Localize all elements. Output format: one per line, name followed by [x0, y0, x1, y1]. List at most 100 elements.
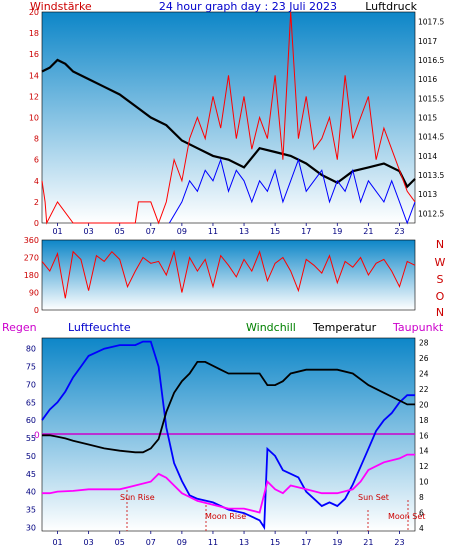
right-tick-label: 1015 [418, 114, 437, 123]
wind-direction-panel [41, 239, 416, 311]
rain-zero-label: 0 [34, 431, 40, 441]
x-tick-label: 01 [52, 227, 62, 236]
compass-n-bottom: N [436, 306, 444, 319]
legend-taupunkt: Taupunkt [392, 321, 444, 334]
left-tick-label: 55 [26, 434, 36, 443]
left-tick-label: 90 [29, 289, 39, 298]
right-tick-label: 6 [419, 508, 424, 517]
left-tick-label: 10 [29, 114, 39, 123]
right-tick-label: 20 [419, 400, 429, 409]
left-tick-label: 8 [34, 135, 39, 144]
right-tick-label: 28 [419, 339, 429, 348]
left-tick-label: 18 [29, 29, 39, 38]
x-tick-label: 07 [146, 538, 156, 547]
left-tick-label: 4 [34, 177, 39, 186]
left-tick-label: 60 [26, 416, 36, 425]
compass-labels: N W S O N [435, 238, 446, 319]
compass-o: O [436, 290, 445, 303]
right-tick-label: 8 [419, 493, 424, 502]
left-tick-label: 180 [24, 271, 39, 280]
x-tick-label: 05 [115, 538, 125, 547]
right-tick-label: 1012.5 [418, 209, 444, 218]
x-tick-label: 23 [394, 227, 404, 236]
right-tick-label: 12 [419, 462, 429, 471]
x-tick-label: 11 [208, 538, 218, 547]
right-tick-label: 1014 [418, 152, 437, 161]
sun-rise-label: Sun Rise [120, 493, 155, 502]
left-tick-label: 0 [34, 306, 39, 315]
right-tick-label: 22 [419, 385, 429, 394]
right-tick-label: 26 [419, 354, 429, 363]
right-tick-label: 14 [419, 447, 429, 456]
left-tick-label: 270 [24, 254, 39, 263]
x-tick-label: 15 [270, 227, 280, 236]
left-tick-label: 65 [26, 398, 36, 407]
x-tick-label: 01 [52, 538, 62, 547]
left-tick-label: 16 [29, 50, 39, 59]
right-tick-label: 1016.5 [418, 56, 444, 65]
header-windstaerke: Windstärke [30, 0, 92, 13]
series-line-windstrke [41, 11, 416, 225]
x-tick-label: 17 [301, 227, 311, 236]
left-tick-label: 14 [29, 71, 39, 80]
x-tick-label: 19 [332, 227, 342, 236]
left-tick-label: 12 [29, 92, 39, 101]
header-luftdruck: Luftdruck [365, 0, 417, 13]
compass-w: W [435, 256, 446, 269]
left-tick-label: 30 [26, 523, 36, 532]
right-tick-label: 24 [419, 370, 429, 379]
right-tick-label: 10 [419, 478, 429, 487]
sun-set-label: Sun Set [358, 493, 389, 502]
series-line-luftdruck [41, 58, 416, 189]
chart-layer: 024681012141618201012.510131013.51014101… [24, 8, 445, 547]
right-tick-label: 1014.5 [418, 133, 444, 142]
compass-n-top: N [436, 238, 444, 251]
legend-luftfeuchte: Luftfeuchte [68, 321, 131, 334]
right-tick-label: 16 [419, 431, 429, 440]
x-tick-label: 21 [363, 538, 373, 547]
right-tick-label: 4 [419, 524, 424, 533]
x-tick-label: 15 [270, 538, 280, 547]
header-title: 24 hour graph day : 23 Juli 2023 [159, 0, 337, 13]
left-tick-label: 75 [26, 363, 36, 372]
left-tick-label: 0 [34, 219, 39, 228]
x-tick-label: 23 [394, 538, 404, 547]
right-tick-label: 1013 [418, 190, 437, 199]
x-tick-label: 17 [301, 538, 311, 547]
left-tick-label: 50 [26, 452, 36, 461]
left-tick-label: 35 [26, 506, 36, 515]
x-tick-label: 03 [84, 538, 94, 547]
x-tick-label: 21 [363, 227, 373, 236]
right-tick-label: 1015.5 [418, 94, 444, 103]
moon-rise-label: Moon Rise [205, 512, 246, 521]
series-line-luftfeuchte [41, 340, 415, 531]
right-tick-label: 1016 [418, 75, 437, 84]
legend-regen: Regen [2, 321, 37, 334]
right-tick-label: 1013.5 [418, 171, 444, 180]
left-tick-label: 360 [24, 236, 39, 245]
right-tick-label: 1017 [418, 37, 437, 46]
x-tick-label: 13 [239, 227, 249, 236]
x-tick-label: 09 [177, 227, 187, 236]
series-line-taupunkt [42, 453, 415, 514]
series-line-windrichtung [41, 249, 416, 299]
right-tick-label: 1017.5 [418, 18, 444, 27]
left-tick-label: 20 [29, 8, 39, 17]
left-tick-label: 45 [26, 470, 36, 479]
wind-pressure-panel [41, 11, 416, 224]
legend-temperatur: Temperatur [312, 321, 377, 334]
right-tick-label: 18 [419, 416, 429, 425]
left-tick-label: 80 [26, 345, 36, 354]
moon-set-label: Moon Set [388, 512, 425, 521]
left-tick-label: 70 [26, 380, 36, 389]
series-line-ben [168, 157, 416, 225]
x-tick-label: 05 [115, 227, 125, 236]
x-tick-label: 09 [177, 538, 187, 547]
x-tick-label: 11 [208, 227, 218, 236]
left-tick-label: 40 [26, 488, 36, 497]
series-line-temperatur [42, 361, 415, 454]
compass-s: S [437, 273, 444, 286]
x-tick-label: 07 [146, 227, 156, 236]
left-tick-label: 2 [34, 198, 39, 207]
